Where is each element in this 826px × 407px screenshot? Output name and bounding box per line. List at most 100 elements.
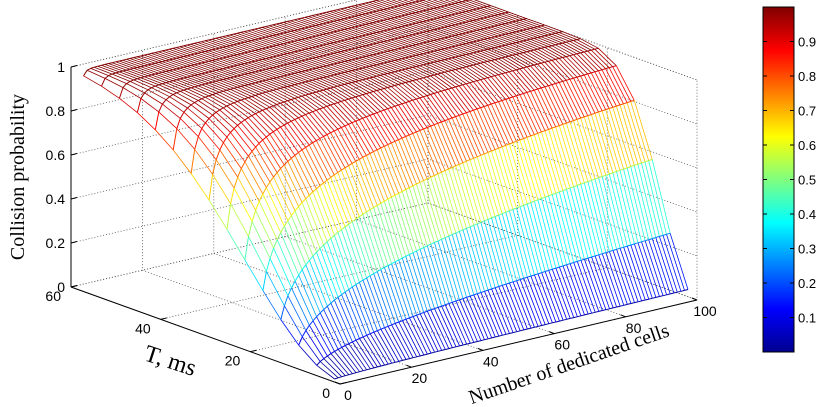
surface-row-segment [299,150,303,153]
surface-row-segment [559,81,563,82]
surface-row-segment [588,257,592,258]
surface-column-segment [137,113,155,130]
surface-row-segment [452,301,456,302]
surface-column-segment [491,151,509,211]
surface-row-segment [545,324,549,325]
surface-row-segment [452,233,456,235]
surface-row-segment [541,87,545,88]
surface-column-segment [302,150,320,186]
surface-row-segment [620,247,624,248]
surface-row-segment [356,120,360,122]
surface-row-segment [470,110,474,111]
surface-column-segment [581,53,599,71]
surface-row-segment [327,133,331,135]
surface-row-segment [209,115,213,118]
surface-column-segment [191,174,209,201]
surface-column-segment [105,78,123,87]
surface-row-segment [191,103,195,105]
z-tick-label: 0.4 [46,191,66,207]
surface-row-segment [492,337,496,338]
surface-row-segment [270,177,274,182]
surface-row-segment [545,86,549,87]
surface-column-segment [563,124,581,184]
surface-row-segment [474,157,478,159]
surface-row-segment [513,208,517,209]
surface-row-segment [545,270,549,271]
surface-row-segment [549,323,553,324]
surface-column-segment [506,145,524,205]
surface-column-segment [509,211,527,277]
surface-row-segment [398,104,402,105]
surface-column-segment [302,203,320,249]
surface-column-segment [352,222,370,276]
surface-column-segment [320,186,338,233]
surface-column-segment [195,149,213,174]
surface-column-segment [427,246,445,305]
surface-row-segment [463,84,467,85]
surface-row-segment [324,180,328,183]
surface-row-segment [591,113,595,114]
surface-column-segment [559,126,577,186]
surface-column-segment [441,73,459,86]
surface-column-segment [352,163,370,209]
surface-row-segment [345,124,349,126]
surface-column-segment [277,129,295,155]
surface-row-segment [406,255,410,257]
surface-row-segment [148,88,152,90]
surface-row-segment [663,234,667,235]
surface-column-segment [620,248,638,302]
surface-column-segment [570,122,588,182]
surface-column-segment [606,253,624,306]
surface-column-segment [359,159,377,205]
surface-row-segment [574,317,578,318]
surface-row-segment [524,204,528,205]
surface-column-segment [327,242,345,292]
surface-row-segment [463,344,467,345]
surface-column-segment [391,87,409,102]
surface-row-segment [642,241,646,242]
surface-row-segment [266,258,270,271]
surface-row-segment [423,96,427,97]
surface-column-segment [602,254,620,307]
surface-row-segment [331,300,335,303]
x-tick-mark [549,332,554,334]
surface-row-segment [481,107,485,108]
surface-row-segment [406,188,410,190]
surface-column-segment [495,76,513,97]
surface-row-segment [441,121,445,122]
surface-row-segment [463,161,467,163]
surface-row-segment [309,192,313,195]
surface-row-segment [234,101,238,102]
surface-row-segment [506,144,510,145]
surface-row-segment [381,110,385,111]
surface-row-segment [274,240,278,248]
surface-row-segment [324,135,328,137]
surface-column-segment [445,90,463,114]
surface-row-segment [566,79,570,80]
surface-row-segment [524,92,528,93]
surface-column-segment [299,345,317,365]
surface-column-segment [534,275,552,323]
surface-row-segment [456,346,460,347]
surface-row-segment [349,287,353,290]
surface-column-segment [645,241,663,296]
surface-row-segment [488,289,492,290]
surface-column-segment [420,98,438,123]
surface-row-segment [381,328,385,330]
colorbar-tick-label: 0.3 [798,242,816,257]
surface-row-segment [592,256,596,257]
y-tick-mark [340,383,346,384]
surface-row-segment [477,341,481,342]
surface-row-segment [584,182,588,183]
surface-row-segment [109,74,113,76]
surface-column-segment [334,104,352,123]
surface-column-segment [545,62,563,81]
surface-column-segment [227,137,245,162]
surface-row-segment [509,97,513,98]
surface-row-segment [256,112,260,114]
surface-column-segment [488,219,506,284]
surface-row-segment [549,85,553,86]
surface-row-segment [409,133,413,135]
surface-row-segment [388,363,392,364]
surface-row-segment [534,133,538,134]
